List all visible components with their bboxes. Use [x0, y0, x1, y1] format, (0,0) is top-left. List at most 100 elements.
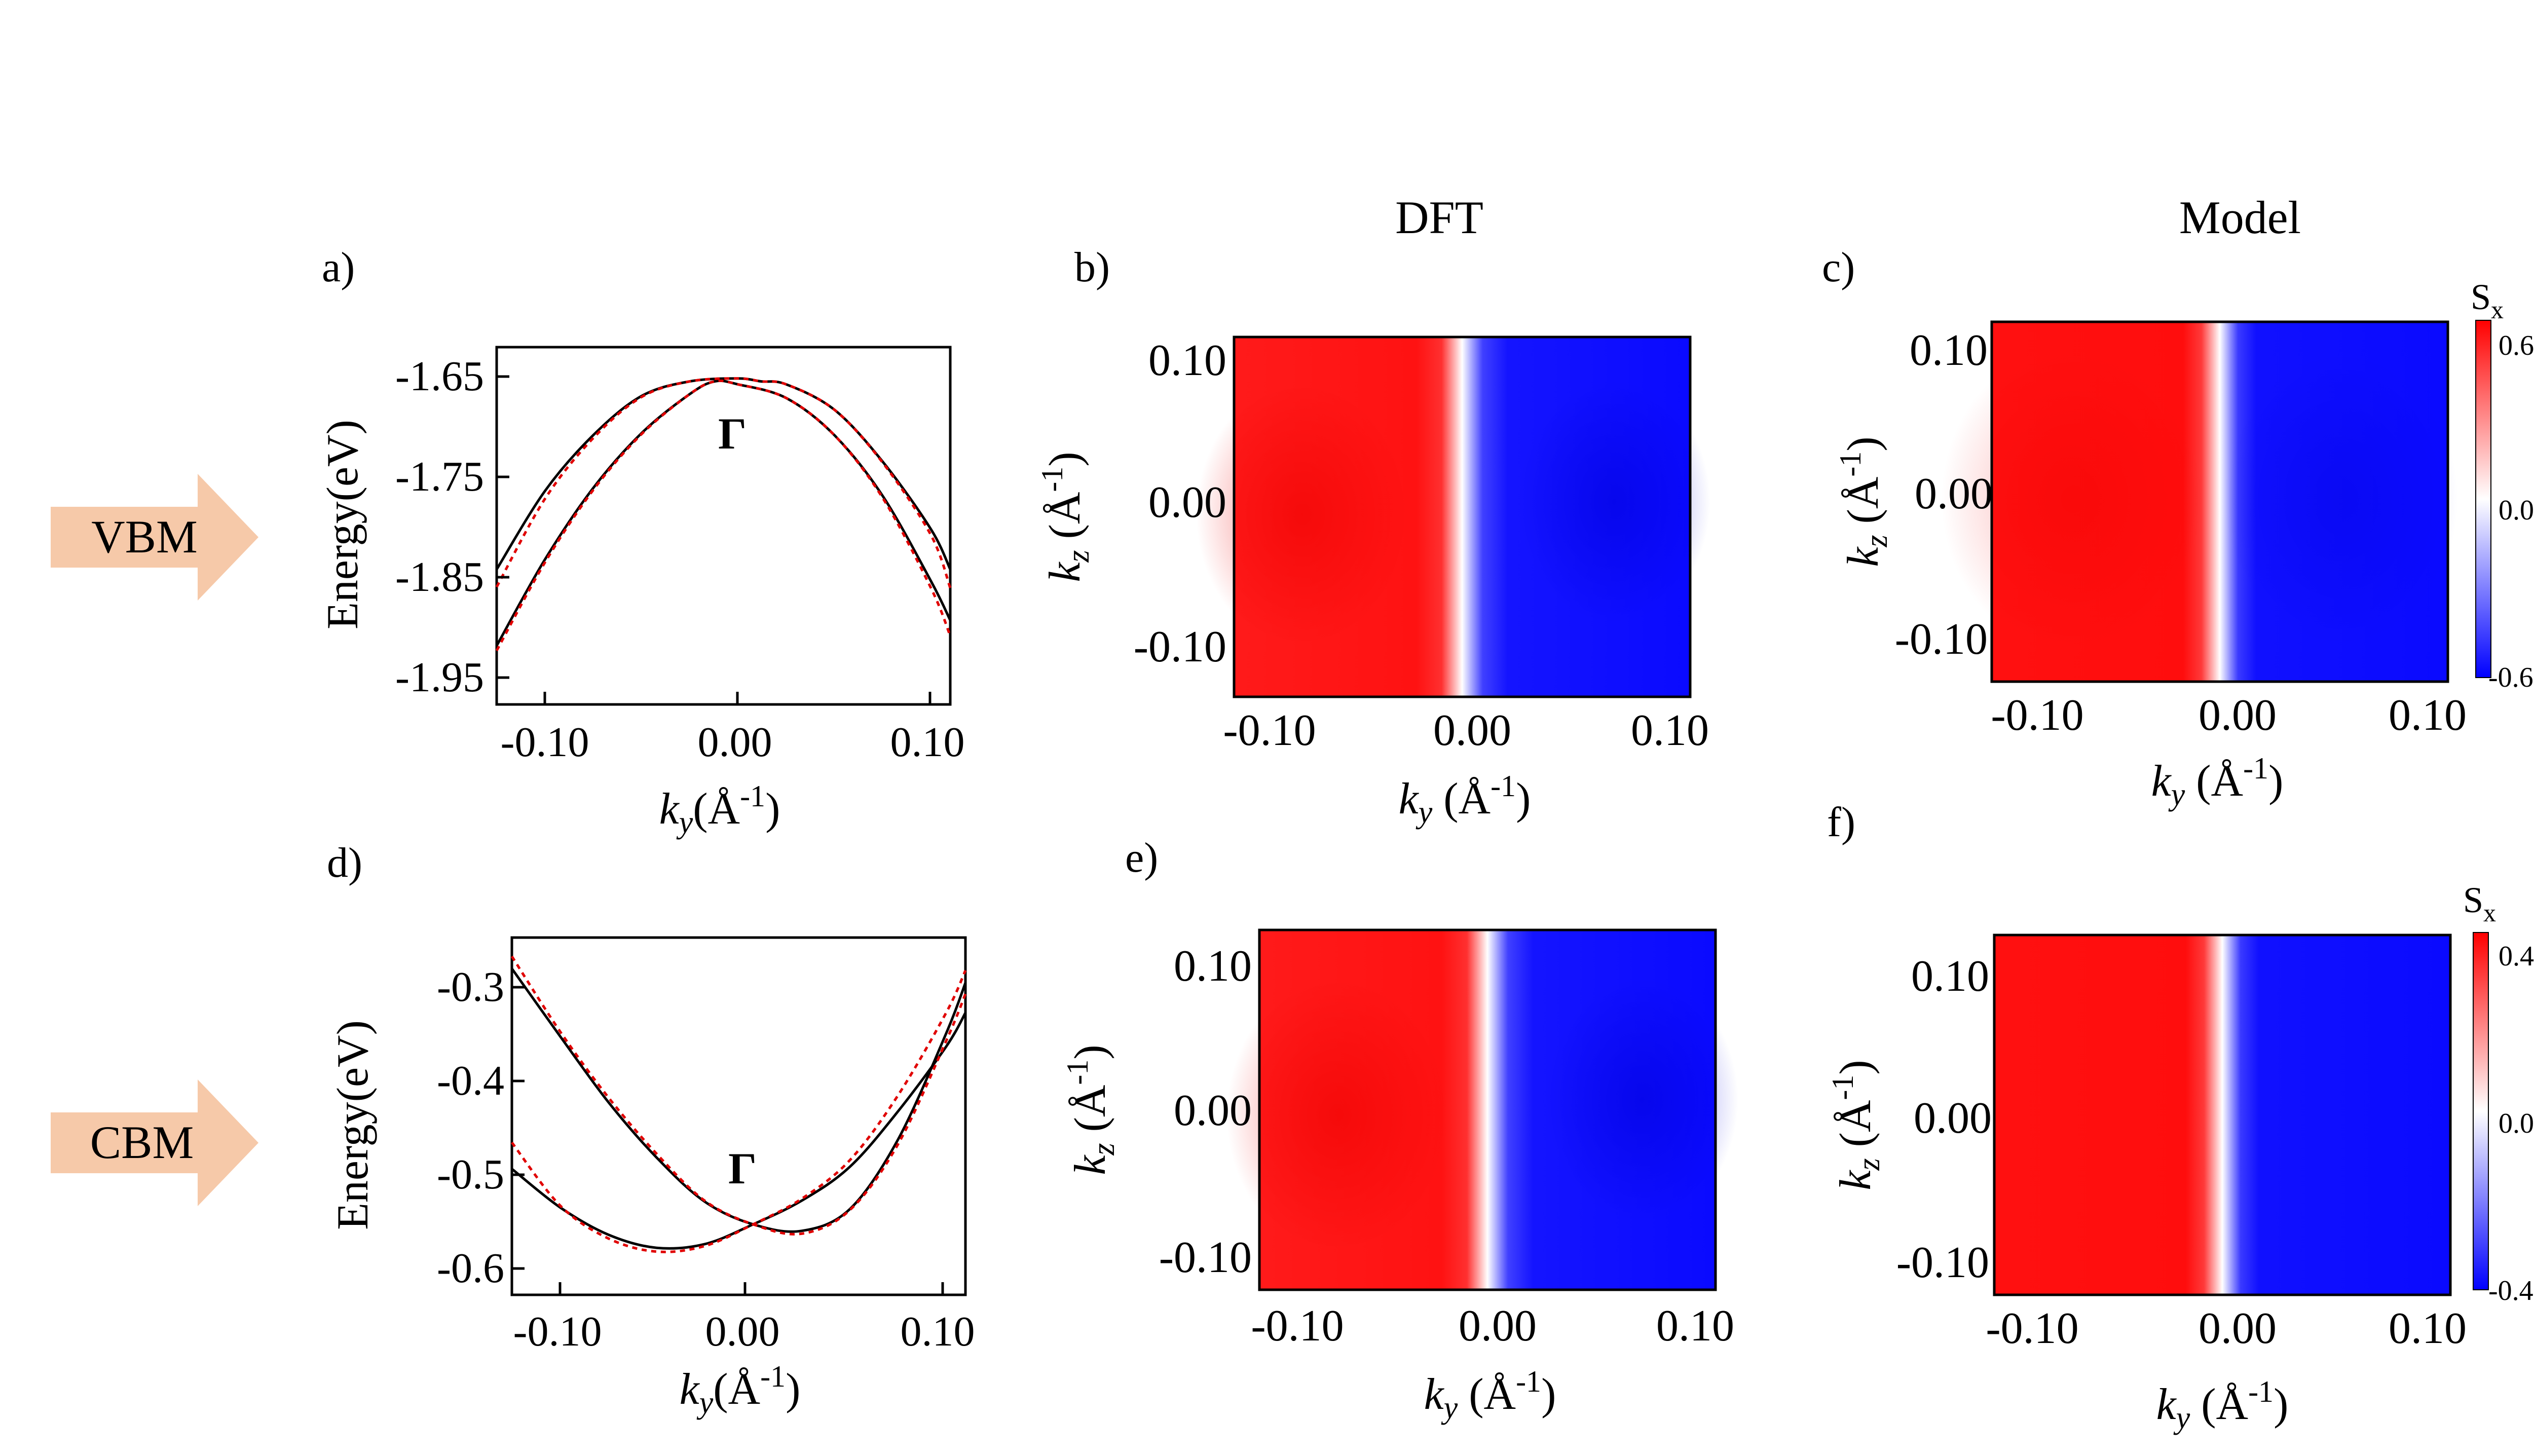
panel-c-colorbar-ramp: [2475, 320, 2491, 678]
panel-b-y-ticks: 0.10 0.00 -0.10: [1134, 336, 1226, 671]
panel-d-ytick-1: -0.3: [437, 963, 504, 1011]
panel-f-xlabel: ky (Å-1): [2156, 1375, 2289, 1435]
panel-f-colorbar-tick-1: 0.40: [2499, 941, 2534, 972]
panel-c-colorbar-tick-2: 0.00: [2499, 495, 2534, 526]
panel-c-blue-core: [2225, 352, 2458, 646]
panel-f-heatmap-field: [1994, 935, 2450, 1295]
panel-f-colorbar-ramp: [2473, 932, 2489, 1290]
panel-label-e: e): [1125, 834, 1158, 881]
panel-e-ytick-3: -0.10: [1159, 1233, 1252, 1282]
panel-e-y-ticks: 0.10 0.00 -0.10: [1159, 942, 1252, 1282]
panel-a-ylabel: Energy(eV): [318, 420, 367, 629]
panel-a-model-band-3: [495, 379, 952, 652]
panel-a-gamma-label: Γ: [718, 409, 747, 459]
panel-f-colorbar-title: Sx: [2463, 880, 2496, 927]
panel-f-xtick-2: 0.00: [2198, 1304, 2277, 1353]
panel-c-spin-heatmap: 0.10 0.00 -0.10 -0.10 0.00 0.10 kz (Å-1)…: [1834, 277, 2534, 812]
panel-label-a: a): [322, 244, 355, 291]
panel-c-colorbar-title: Sx: [2471, 277, 2504, 324]
panel-b-xtick-1: -0.10: [1223, 706, 1316, 755]
panel-c-frame: [1990, 320, 2449, 683]
panel-b-ytick-2: 0.00: [1148, 478, 1226, 527]
panel-e-xtick-2: 0.00: [1459, 1301, 1537, 1351]
panel-c-ytick-1: 0.10: [1910, 326, 1988, 375]
panel-c-xtick-2: 0.00: [2198, 691, 2277, 740]
panel-c-y-ticks: 0.10 0.00 -0.10: [1895, 326, 1993, 664]
panel-f-colorbar-tick-3: -0.40: [2488, 1275, 2534, 1306]
panel-d-ytick-2: -0.4: [437, 1057, 504, 1104]
panel-d-y-ticks: -0.3 -0.4 -0.5 -0.6: [437, 963, 525, 1292]
panel-c-red-core: [1941, 347, 2205, 651]
panel-d-ylabel: Energy(eV): [328, 1020, 378, 1230]
panel-b-x-ticks: -0.10 0.00 0.10: [1223, 706, 1709, 755]
panel-e-blue-core: [1546, 978, 1738, 1221]
panel-d-x-ticks: -0.10 0.00 0.10: [513, 1282, 975, 1355]
panel-c-ytick-3: -0.10: [1895, 615, 1988, 664]
panel-d-frame: [510, 936, 967, 1296]
panel-a-ytick-1: -1.65: [395, 353, 484, 400]
cbm-arrow: CBM: [51, 1079, 258, 1206]
panel-a-xtick-1: -0.10: [501, 719, 589, 766]
panel-a-y-ticks: -1.65 -1.75 -1.85 -1.95: [395, 353, 509, 701]
panel-f-ytick-3: -0.10: [1896, 1238, 1989, 1287]
panel-f-xtick-3: 0.10: [2389, 1304, 2467, 1353]
panel-e-xtick-1: -0.10: [1251, 1301, 1344, 1351]
column-header-model: Model: [2179, 192, 2301, 243]
panel-label-d: d): [327, 839, 362, 886]
vbm-arrow: VBM: [51, 474, 258, 601]
panel-d-ytick-4: -0.6: [437, 1245, 504, 1292]
panel-b-blue-core: [1518, 380, 1710, 623]
panel-f-colorbar: Sx 0.40 0.00 -0.40: [2463, 880, 2534, 1306]
panel-a-frame: [495, 346, 952, 706]
panel-a-ytick-2: -1.75: [395, 453, 484, 500]
panel-d-band-plot: Γ -0.3 -0.4 -0.5 -0.6 -0.10 0.00 0.10 En…: [328, 936, 975, 1420]
panel-f-ytick-2: 0.00: [1914, 1094, 1992, 1143]
panel-e-ytick-2: 0.00: [1174, 1086, 1252, 1135]
panel-e-red-core: [1226, 978, 1449, 1252]
panel-c-xtick-3: 0.10: [2389, 691, 2467, 740]
panel-b-xtick-2: 0.00: [1433, 706, 1511, 755]
panel-d-model-band-4: [511, 969, 967, 1253]
vbm-label: VBM: [91, 511, 198, 563]
panel-a-xtick-3: 0.10: [890, 719, 965, 766]
panel-f-x-ticks: -0.10 0.00 0.10: [1986, 1304, 2467, 1353]
panel-b-xtick-3: 0.10: [1631, 706, 1709, 755]
panel-d-xtick-3: 0.10: [901, 1308, 975, 1355]
panel-a-dft-band-1: [495, 379, 952, 647]
panel-label-f: f): [1827, 799, 1855, 846]
panel-e-x-ticks: -0.10 0.00 0.10: [1251, 1301, 1734, 1351]
panel-e-frame: [1258, 928, 1717, 1291]
panel-b-xlabel: ky (Å-1): [1399, 769, 1531, 830]
panel-b-ytick-3: -0.10: [1134, 622, 1226, 671]
panel-f-xtick-1: -0.10: [1986, 1304, 2078, 1353]
panel-d-xtick-1: -0.10: [513, 1308, 602, 1355]
panel-b-ylabel: kz (Å-1): [1035, 452, 1096, 582]
panel-a-x-ticks: -0.10 0.00 0.10: [501, 692, 965, 766]
panel-a-xtick-2: 0.00: [698, 719, 772, 766]
cbm-label: CBM: [90, 1116, 194, 1168]
panel-c-ylabel: kz (Å-1): [1834, 436, 1894, 567]
panel-c-colorbar-tick-1: 0.66: [2499, 330, 2534, 361]
panel-a-dft-band-2: [495, 377, 952, 570]
panel-f-spin-heatmap: 0.10 0.00 -0.10 -0.10 0.00 0.10 kz (Å-1)…: [1826, 880, 2534, 1435]
column-header-dft: DFT: [1395, 192, 1483, 243]
panel-a-ytick-4: -1.95: [395, 654, 484, 701]
panel-a-band-plot: Γ -1.65 -1.75 -1.85 -1.95 -0.10 0.00 0.1…: [318, 346, 965, 840]
panel-e-ytick-1: 0.10: [1174, 942, 1252, 991]
panel-c-xlabel: ky (Å-1): [2151, 752, 2284, 812]
panel-c-ytick-2: 0.00: [1915, 469, 1993, 518]
panel-e-xlabel: ky (Å-1): [1424, 1365, 1556, 1425]
panel-d-gamma-label: Γ: [728, 1144, 757, 1193]
panel-c-colorbar: Sx 0.66 0.00 -0.66: [2471, 277, 2534, 693]
panel-label-c: c): [1822, 244, 1855, 291]
panel-c-xtick-1: -0.10: [1991, 691, 2083, 740]
panel-e-spin-heatmap: 0.10 0.00 -0.10 -0.10 0.00 0.10 kz (Å-1)…: [1061, 928, 1738, 1425]
panel-b-red-core: [1196, 383, 1409, 646]
panel-label-b: b): [1074, 244, 1110, 291]
panel-e-ylabel: kz (Å-1): [1061, 1044, 1121, 1175]
panel-c-x-ticks: -0.10 0.00 0.10: [1991, 691, 2467, 740]
panel-f-colorbar-tick-2: 0.00: [2499, 1108, 2534, 1139]
panel-a-model-band-4: [495, 377, 952, 589]
panel-f-ylabel: kz (Å-1): [1826, 1060, 1886, 1190]
